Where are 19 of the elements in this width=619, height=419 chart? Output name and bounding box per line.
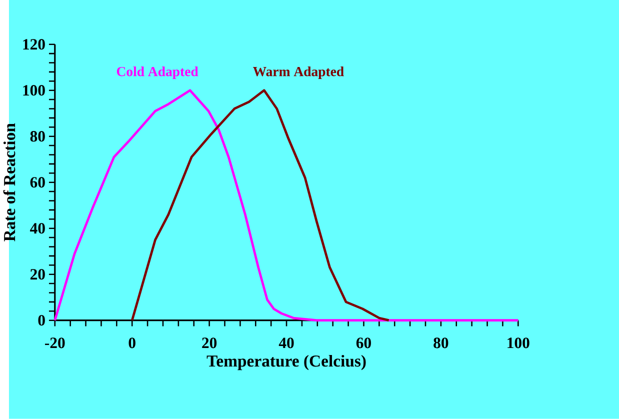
y-tick-label: 20 xyxy=(30,269,45,280)
y-tick-label: 0 xyxy=(38,315,45,326)
y-axis-title: Rate of Reaction xyxy=(3,123,16,242)
series-label: Cold Adapted xyxy=(116,66,198,80)
series-label: Warm Adapted xyxy=(253,66,344,80)
x-tick-label: 40 xyxy=(278,338,294,348)
x-axis-title: Temperature (Celcius) xyxy=(206,354,366,370)
x-tick-label: 80 xyxy=(434,338,448,348)
line-series xyxy=(130,89,390,322)
x-tick-label: 60 xyxy=(356,338,371,348)
y-tick-label: 120 xyxy=(23,39,45,50)
y-tick-label: 100 xyxy=(23,85,45,96)
y-tick-label: 40 xyxy=(30,223,45,234)
y-tick-label: 60 xyxy=(30,177,45,188)
x-tick-label: -20 xyxy=(44,338,65,348)
y-tick-label: 80 xyxy=(30,131,45,142)
x-tick-label: 0 xyxy=(128,338,136,348)
x-tick-label: 100 xyxy=(508,338,530,348)
x-tick-label: 20 xyxy=(202,338,217,348)
